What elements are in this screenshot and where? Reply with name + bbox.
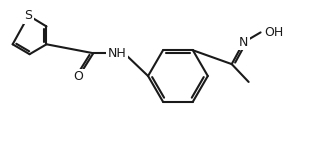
Text: O: O	[74, 71, 83, 83]
Text: NH: NH	[108, 47, 127, 60]
Text: N: N	[239, 36, 248, 49]
Text: OH: OH	[265, 26, 284, 39]
Text: S: S	[25, 9, 33, 22]
